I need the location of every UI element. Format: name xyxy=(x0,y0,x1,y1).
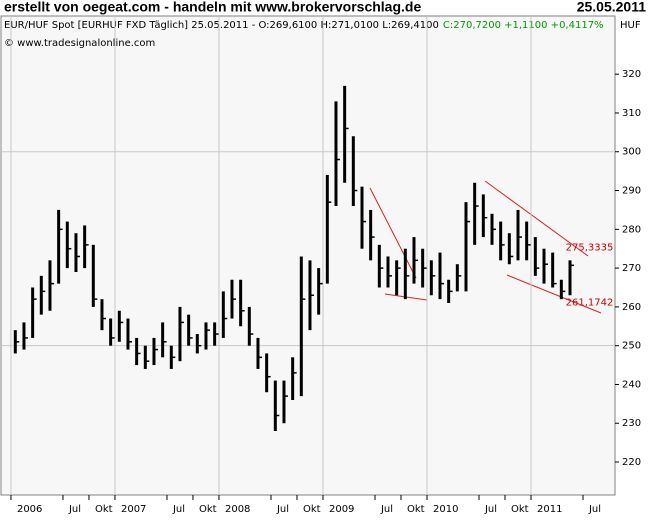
trend-line xyxy=(484,180,589,257)
x-tick-label: 2008 xyxy=(225,504,250,515)
x-tick-label: Jul xyxy=(172,504,185,515)
source: © www.tradesignalonline.com xyxy=(4,38,155,49)
chart-title: erstellt von oegeat.com - handeln mit ww… xyxy=(4,0,421,15)
x-tick-label: Jul xyxy=(380,504,393,515)
x-tick-label: Jul xyxy=(68,504,81,515)
x-tick-label: Jul xyxy=(484,504,497,515)
y-tick-label: 250 xyxy=(622,341,641,352)
x-tick-label: Okt xyxy=(303,504,321,515)
plot-area xyxy=(0,15,616,496)
x-tick-label: Okt xyxy=(407,504,425,515)
x-tick-label: Jul xyxy=(276,504,289,515)
annotation: 275,3335 xyxy=(566,242,614,253)
y-tick-label: 270 xyxy=(622,263,641,274)
instrument-info: EUR/HUF Spot [EURHUF FXD Täglich] 25.05.… xyxy=(4,20,604,31)
x-tick-label: 2007 xyxy=(121,504,146,515)
y-tick-label: 280 xyxy=(622,224,641,235)
currency: HUF xyxy=(620,20,641,31)
x-tick-label: Jul xyxy=(588,504,601,515)
y-tick-label: 260 xyxy=(622,302,641,313)
instrument: EUR/HUF Spot [EURHUF FXD Täglich] 25.05.… xyxy=(4,20,439,31)
y-tick-label: 240 xyxy=(622,379,641,390)
trend-line xyxy=(506,274,602,314)
y-tick-label: 310 xyxy=(622,108,641,119)
y-tick-label: 300 xyxy=(622,147,641,158)
trend-lines xyxy=(369,180,602,314)
x-tick-label: Okt xyxy=(511,504,529,515)
y-tick-label: 290 xyxy=(622,186,641,197)
y-tick-label: 230 xyxy=(622,418,641,429)
y-tick-label: 320 xyxy=(622,69,641,80)
x-tick-label: 2009 xyxy=(329,504,354,515)
date: 25.05.2011 xyxy=(577,0,647,15)
change: C:270,7200 +1,1100 +0,4117% xyxy=(443,20,604,31)
trend-line xyxy=(369,187,417,279)
x-tick-label: Okt xyxy=(199,504,217,515)
x-tick-label: 2011 xyxy=(537,504,562,515)
x-tick-label: Okt xyxy=(95,504,113,515)
y-tick-label: 220 xyxy=(622,457,641,468)
x-tick-label: 2010 xyxy=(433,504,458,515)
x-tick-label: 2006 xyxy=(17,504,42,515)
annotation: 261,1742 xyxy=(566,297,614,308)
